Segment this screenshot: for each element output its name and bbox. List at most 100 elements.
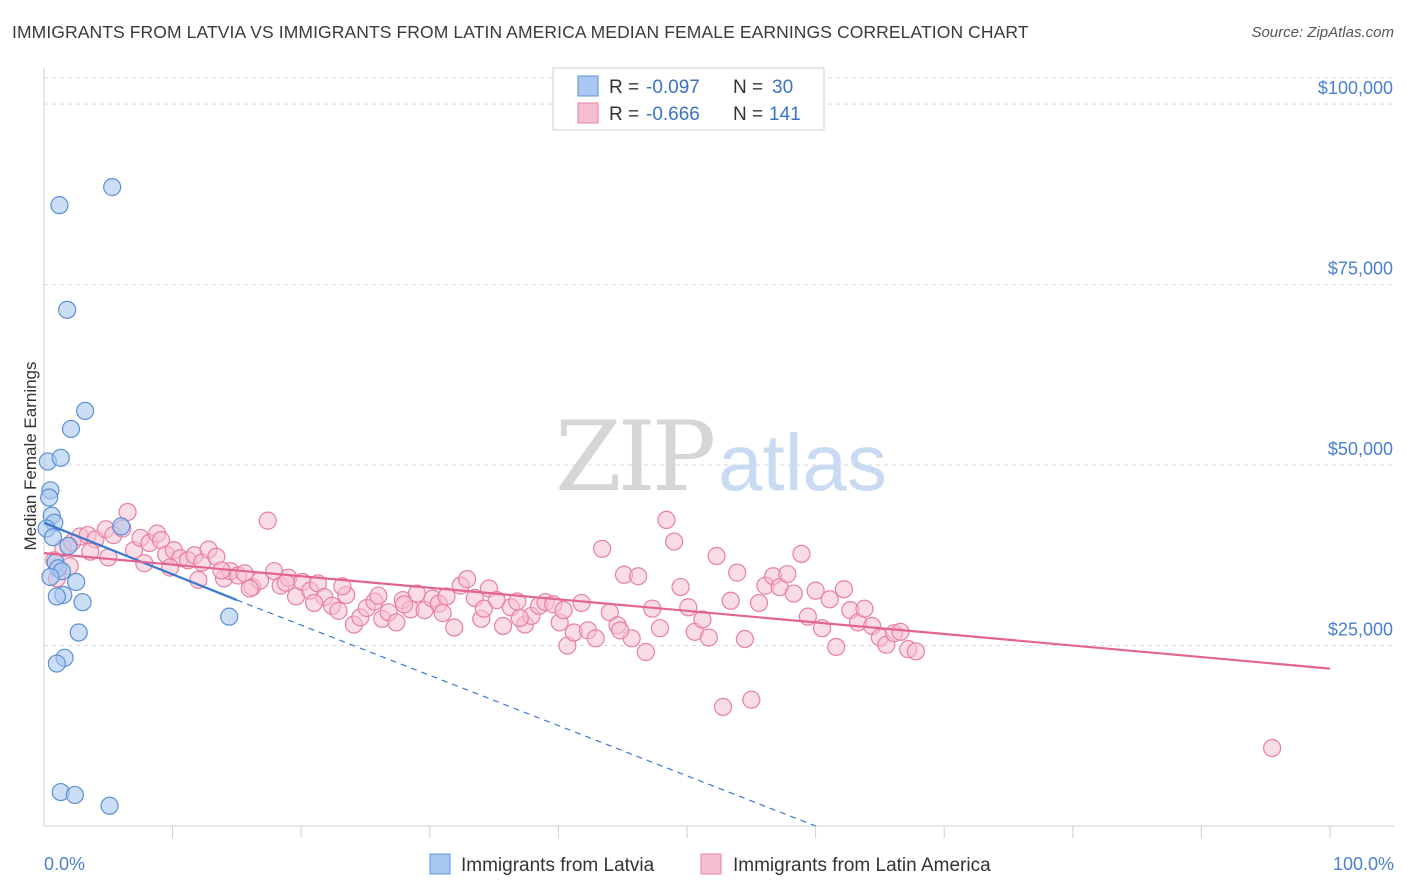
data-point-latin-america — [510, 608, 529, 628]
trend-line-latin-america — [43, 552, 1331, 670]
data-point-latin-america — [707, 546, 726, 566]
series-latvia — [37, 178, 239, 815]
chart-title: IMMIGRANTS FROM LATVIA VS IMMIGRANTS FRO… — [12, 22, 1029, 42]
data-point-latin-america — [611, 621, 630, 640]
data-point-latin-america — [586, 629, 605, 648]
data-point-latin-america — [671, 577, 690, 597]
data-point-latvia — [100, 796, 119, 815]
data-point-latin-america — [258, 511, 277, 530]
y-tick-label: $25,000 — [1328, 620, 1393, 640]
watermark-atlas: atlas — [718, 418, 887, 507]
legend-n-label-latvia: N = — [733, 77, 768, 98]
data-point-latin-america — [593, 539, 612, 558]
data-point-latin-america — [369, 586, 388, 605]
data-point-latin-america — [735, 629, 754, 649]
legend-swatch-latvia — [577, 75, 599, 97]
legend-n-value-latvia: 30 — [772, 77, 793, 98]
stats-legend: R = -0.097 N = 30 R = -0.666 N = 141 — [552, 67, 825, 131]
trend-lines — [43, 521, 1331, 827]
data-point-latvia — [73, 593, 92, 612]
data-point-latin-america — [445, 618, 464, 637]
data-point-latin-america — [394, 595, 414, 614]
data-point-latvia — [41, 567, 60, 587]
legend-r-value-latvia: -0.097 — [646, 77, 700, 98]
data-point-latin-america — [891, 622, 910, 641]
data-point-latin-america — [329, 601, 348, 620]
data-point-latvia — [47, 587, 66, 606]
data-point-latin-america — [792, 544, 811, 563]
data-point-latvia — [76, 401, 95, 421]
y-tick-labels: $25,000 $50,000 $75,000 $100,000 — [1318, 78, 1393, 639]
x-axis-ticks — [172, 826, 1331, 838]
data-point-latin-america — [778, 564, 797, 584]
data-point-latvia — [220, 607, 239, 626]
source-credit: Source: ZipAtlas.com — [1251, 24, 1394, 41]
data-point-latvia — [43, 528, 63, 547]
series-legend: Immigrants from Latvia Immigrants from L… — [429, 853, 991, 876]
watermark-zip: ZIP — [555, 401, 714, 513]
y-axis-label: Median Female Earnings — [21, 362, 40, 551]
data-point-latin-america — [333, 577, 352, 596]
data-point-latin-america — [784, 584, 803, 603]
legend-n-label-latam: N = — [733, 104, 768, 125]
legend-n-value-latam: 141 — [769, 104, 801, 125]
data-point-latin-america — [487, 590, 506, 610]
data-point-latin-america — [834, 580, 853, 599]
data-point-latin-america — [457, 570, 477, 589]
data-point-latin-america — [650, 619, 670, 638]
data-point-latin-america — [679, 598, 698, 617]
data-point-latin-america — [665, 532, 684, 551]
data-point-latin-america — [1263, 738, 1282, 758]
y-tick-label: $75,000 — [1328, 259, 1393, 279]
bottom-legend-label-latam: Immigrants from Latin America — [733, 855, 991, 876]
data-point-latin-america — [629, 567, 648, 586]
data-point-latvia — [61, 419, 81, 439]
data-point-latin-america — [240, 579, 259, 598]
x-tick-label-start: 0.0% — [44, 854, 85, 874]
y-tick-label: $50,000 — [1328, 439, 1393, 459]
bottom-legend-label-latvia: Immigrants from Latvia — [461, 855, 655, 876]
data-point-latin-america — [304, 593, 324, 613]
data-point-latin-america — [713, 697, 733, 716]
data-point-latin-america — [728, 563, 747, 582]
data-point-latin-america — [827, 637, 846, 657]
data-point-latin-america — [276, 573, 295, 592]
data-point-latvia — [51, 448, 70, 467]
data-point-latin-america — [820, 590, 839, 609]
legend-swatch-latam — [577, 102, 599, 124]
x-tick-label-end: 100.0% — [1333, 854, 1394, 874]
data-point-latin-america — [474, 599, 493, 618]
bottom-legend-swatch-latam — [700, 853, 722, 875]
data-point-latvia — [69, 623, 88, 642]
data-point-latin-america — [554, 601, 573, 620]
data-point-latin-america — [693, 610, 712, 629]
watermark: ZIP atlas — [555, 401, 887, 513]
data-point-latvia — [112, 517, 131, 536]
legend-r-label-latvia: R = — [609, 77, 644, 98]
data-point-latin-america — [699, 628, 718, 647]
data-point-latin-america — [749, 593, 769, 613]
y-tick-label: $100,000 — [1318, 78, 1393, 98]
data-point-latvia — [65, 785, 84, 805]
data-point-latin-america — [742, 690, 761, 709]
data-point-latin-america — [855, 599, 874, 618]
data-point-latin-america — [657, 510, 676, 530]
bottom-legend-swatch-latvia — [429, 853, 451, 875]
data-point-latvia — [50, 196, 69, 215]
data-point-latin-america — [721, 591, 740, 610]
series-latin-america — [45, 502, 1282, 758]
data-point-latin-america — [433, 603, 452, 623]
data-point-latvia — [67, 572, 86, 592]
data-point-latin-america — [189, 570, 208, 589]
data-point-latin-america — [636, 642, 655, 662]
legend-r-label-latam: R = — [609, 104, 644, 125]
data-point-latin-america — [806, 581, 825, 600]
data-point-latin-america — [494, 616, 513, 636]
data-point-latvia — [58, 300, 77, 319]
legend-r-value-latam: -0.666 — [646, 104, 700, 125]
data-point-latin-america — [906, 642, 926, 661]
data-point-latvia — [103, 178, 122, 197]
trend-line-latvia-extension — [236, 599, 816, 827]
data-point-latvia — [40, 488, 59, 507]
